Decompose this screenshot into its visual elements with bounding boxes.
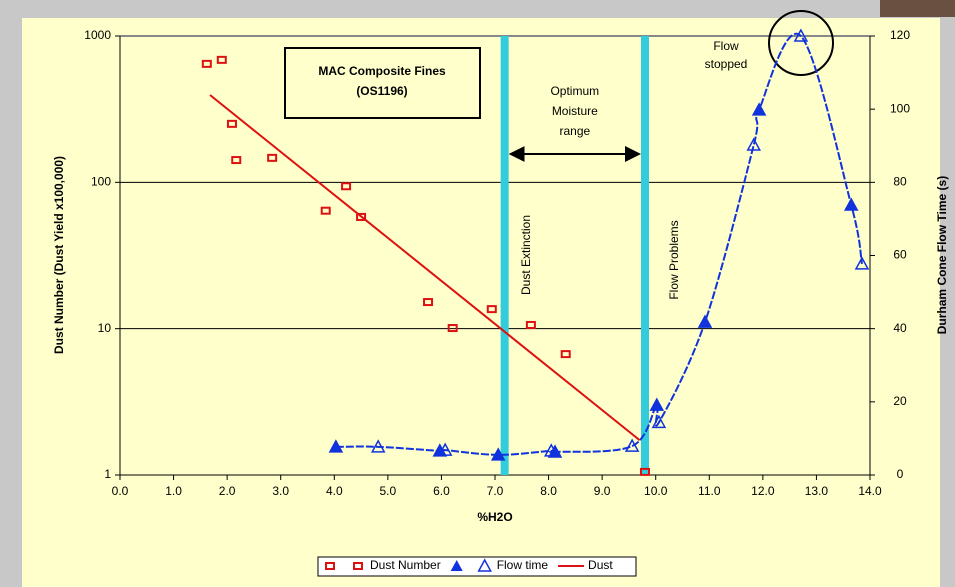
annotation: (OS1196) bbox=[356, 84, 407, 98]
dust-point bbox=[486, 305, 497, 314]
flow-point bbox=[490, 447, 506, 461]
dust-point bbox=[525, 320, 536, 329]
dust-point bbox=[640, 467, 650, 476]
flow-point bbox=[649, 397, 665, 411]
legend-label: Dust bbox=[588, 558, 613, 572]
x-tick-label: 1.0 bbox=[165, 484, 182, 498]
flow-point bbox=[843, 197, 859, 211]
y2-axis-title: Durham Cone Flow Time (s) bbox=[935, 176, 949, 334]
x-tick-label: 14.0 bbox=[858, 484, 882, 498]
flow-point bbox=[547, 444, 563, 458]
y2-tick-label: 0 bbox=[897, 467, 904, 481]
highlight-circle bbox=[768, 10, 834, 76]
x-tick-label: 10.0 bbox=[644, 484, 668, 498]
annotation: Moisture bbox=[552, 104, 598, 118]
x-tick-label: 9.0 bbox=[594, 484, 611, 498]
y2-tick-label: 100 bbox=[890, 101, 910, 115]
photo-corner bbox=[880, 0, 955, 17]
dust-point bbox=[231, 156, 242, 165]
dust-point bbox=[341, 182, 352, 191]
flow-point bbox=[751, 102, 767, 116]
legend-symbol bbox=[477, 558, 492, 572]
dust-point bbox=[423, 298, 434, 307]
annotation: Dust Extinction bbox=[519, 215, 533, 295]
legend-box bbox=[317, 556, 637, 577]
flow-point bbox=[746, 137, 762, 151]
legend-label: Dust Number bbox=[370, 558, 441, 572]
range-line bbox=[500, 36, 509, 475]
x-tick-label: 8.0 bbox=[540, 484, 557, 498]
flow-point bbox=[793, 28, 809, 42]
flow-point bbox=[854, 256, 870, 270]
x-tick-label: 12.0 bbox=[751, 484, 775, 498]
flow-point bbox=[651, 414, 667, 429]
x-tick-label: 5.0 bbox=[380, 484, 397, 498]
dust-point bbox=[267, 153, 278, 162]
x-tick-label: 4.0 bbox=[326, 484, 343, 498]
title-box bbox=[284, 47, 481, 119]
x-tick-label: 7.0 bbox=[487, 484, 504, 498]
flow-point bbox=[328, 439, 344, 453]
x-tick-label: 13.0 bbox=[805, 484, 829, 498]
annotation: Flow Problems bbox=[667, 220, 681, 299]
dust-point bbox=[320, 206, 331, 215]
flow-point bbox=[437, 442, 453, 456]
dust-point bbox=[226, 119, 237, 128]
dust-point bbox=[356, 212, 367, 221]
legend-label: Flow time bbox=[497, 558, 549, 572]
x-tick-label: 0.0 bbox=[112, 484, 129, 498]
range-line bbox=[641, 36, 649, 475]
y2-tick-label: 20 bbox=[893, 394, 907, 408]
flow-point bbox=[624, 438, 640, 452]
annotation: stopped bbox=[705, 57, 748, 71]
flow-point bbox=[370, 439, 386, 453]
y2-tick-label: 40 bbox=[893, 321, 907, 335]
x-tick-label: 6.0 bbox=[433, 484, 450, 498]
y2-tick-label: 80 bbox=[893, 175, 907, 189]
flow-point bbox=[697, 314, 713, 328]
y-tick-label: 10 bbox=[98, 321, 112, 335]
annotation: range bbox=[559, 124, 590, 138]
y-tick-label: 100 bbox=[91, 175, 111, 189]
y-tick-label: 1 bbox=[104, 467, 111, 481]
annotation: Optimum bbox=[550, 84, 599, 98]
x-tick-label: 3.0 bbox=[272, 484, 289, 498]
dust-point bbox=[447, 324, 458, 333]
dust-point bbox=[560, 350, 571, 359]
y2-tick-label: 60 bbox=[893, 248, 907, 262]
y-axis-title: Dust Number (Dust Yield x100,000) bbox=[52, 156, 66, 354]
legend-symbol bbox=[353, 562, 363, 570]
x-axis-title: %H2O bbox=[477, 510, 512, 524]
dust-point bbox=[216, 55, 227, 64]
x-tick-label: 11.0 bbox=[698, 484, 721, 498]
y2-tick-label: 120 bbox=[890, 28, 910, 42]
annotation: Flow bbox=[713, 39, 739, 53]
annotation: MAC Composite Fines bbox=[318, 64, 446, 78]
trend-line bbox=[209, 94, 641, 441]
legend-symbol bbox=[450, 560, 463, 571]
x-tick-label: 2.0 bbox=[219, 484, 236, 498]
dust-point bbox=[201, 59, 212, 68]
y-tick-label: 1000 bbox=[84, 28, 111, 42]
legend-symbol bbox=[325, 562, 335, 570]
